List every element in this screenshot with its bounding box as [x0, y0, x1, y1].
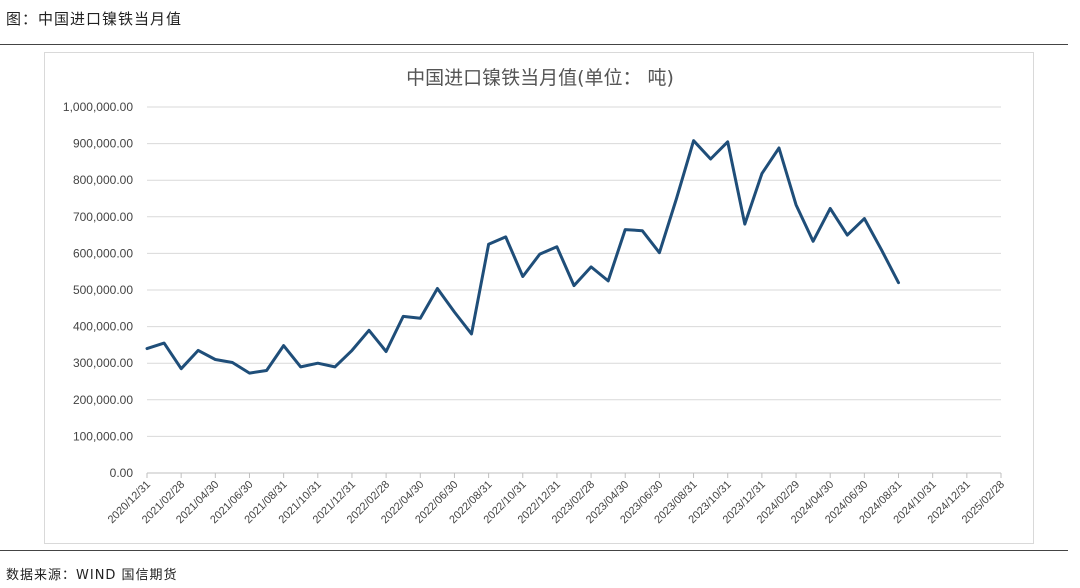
footer-rule — [0, 550, 1068, 551]
y-tick-label: 900,000.00 — [73, 137, 133, 151]
y-tick-label: 600,000.00 — [73, 246, 133, 260]
y-tick-label: 500,000.00 — [73, 283, 133, 297]
y-tick-label: 0.00 — [110, 466, 134, 480]
x-axis: 2020/12/312021/02/282021/04/302021/06/30… — [106, 472, 1007, 526]
y-tick-label: 300,000.00 — [73, 356, 133, 370]
figure-header: 图：中国进口镍铁当月值 — [6, 10, 183, 28]
series-line-group — [145, 139, 900, 375]
chart-title: 中国进口镍铁当月值(单位： 吨) — [406, 67, 674, 89]
header-rule — [0, 44, 1068, 45]
y-tick-label: 100,000.00 — [73, 429, 133, 443]
series-line — [145, 139, 900, 375]
y-axis-ticks: 0.00 100,000.00 200,000.00 300,000.00 400,00… — [63, 100, 133, 480]
grid-lines — [147, 106, 1001, 437]
chart-frame — [44, 52, 1034, 544]
y-tick-label: 1,000,000.00 — [63, 100, 133, 114]
y-tick-label: 400,000.00 — [73, 320, 133, 334]
figure-source: 数据来源：WIND 国信期货 — [6, 568, 178, 583]
y-tick-label: 700,000.00 — [73, 210, 133, 224]
y-tick-label: 200,000.00 — [73, 393, 133, 407]
y-tick-label: 800,000.00 — [73, 173, 133, 187]
